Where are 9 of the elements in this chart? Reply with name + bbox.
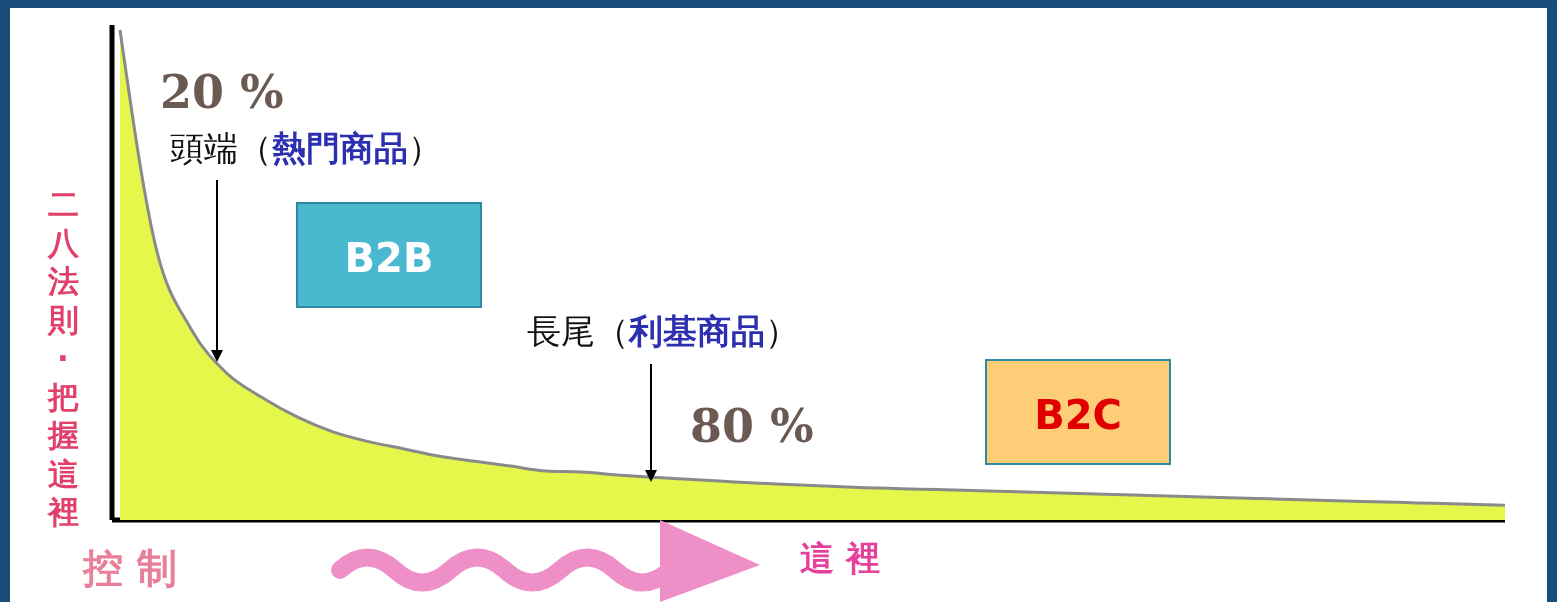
annotation: B2B — [344, 235, 434, 281]
annotation: B2C — [1034, 392, 1122, 438]
annotation: 20 % — [160, 65, 284, 119]
text: 這 裡 — [800, 538, 880, 578]
annotation: 長尾（利基商品） — [527, 311, 799, 351]
annotation: 80 % — [690, 399, 814, 453]
annotation: 頭端（熱門商品） — [170, 128, 442, 168]
text: 控 制 — [82, 545, 177, 591]
text: 二八法則‧把握這裡 — [47, 186, 79, 530]
